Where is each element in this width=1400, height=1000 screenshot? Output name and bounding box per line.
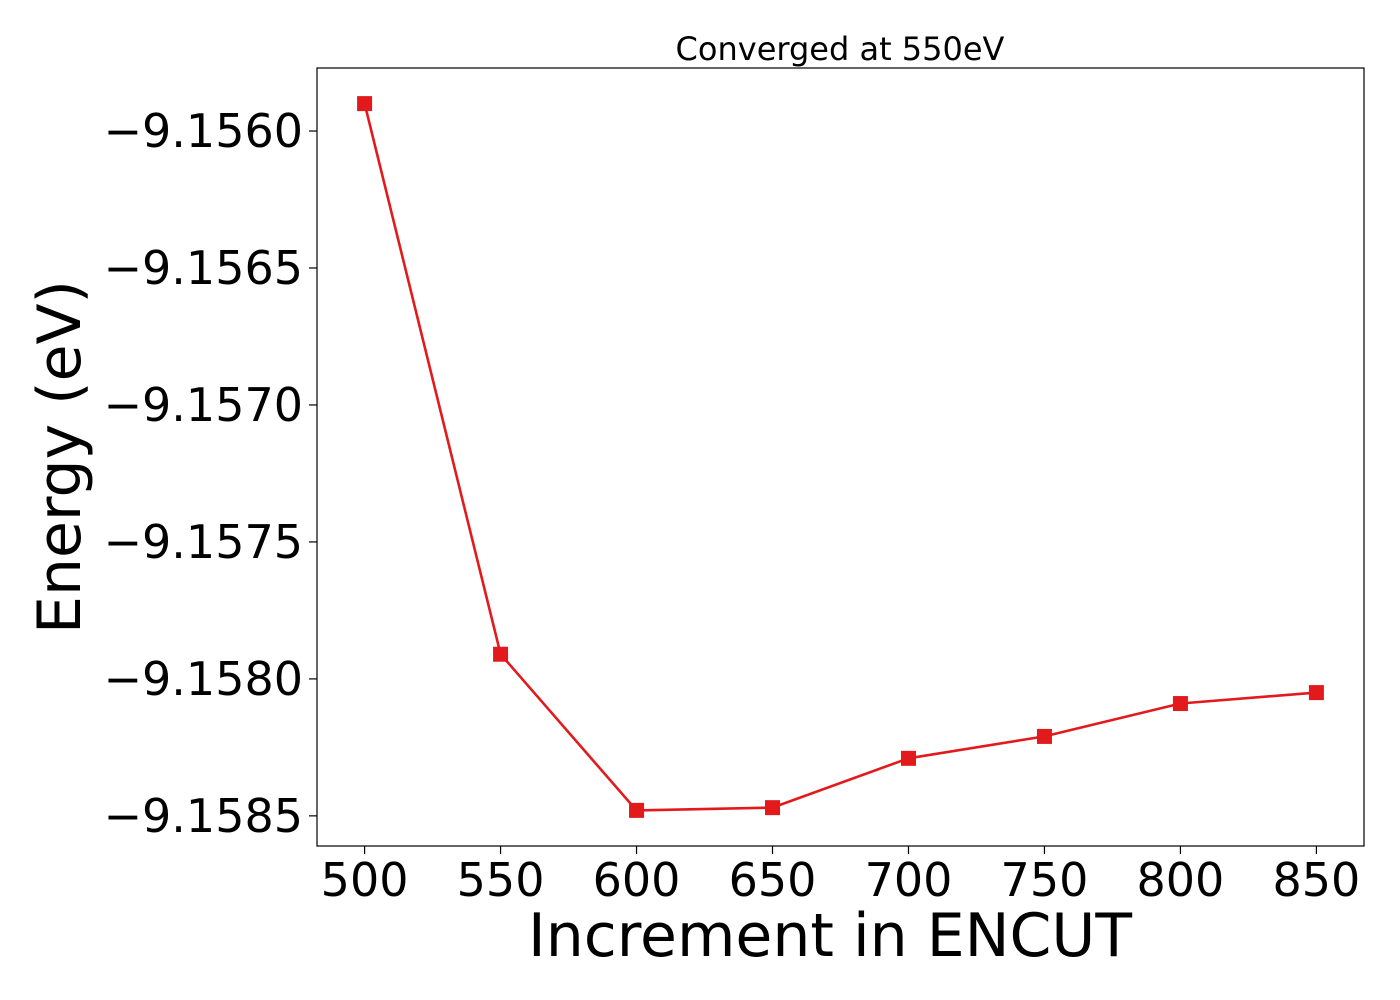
chart-title: Converged at 550eV: [676, 30, 1005, 68]
y-tick-label: −9.1560: [104, 104, 304, 158]
data-point-marker: [900, 750, 916, 766]
series-layer: [357, 96, 1324, 818]
x-tick-label: 550: [457, 853, 545, 907]
series-line: [363, 103, 1317, 812]
x-tick-label: 700: [865, 853, 953, 907]
data-point-marker: [1308, 685, 1324, 701]
y-tick-label: −9.1565: [104, 241, 304, 295]
y-tick-label: −9.1570: [104, 378, 304, 432]
x-axis-label: Increment in ENCUT: [528, 901, 1132, 971]
y-axis-label: Energy (eV): [25, 280, 95, 634]
plot-frame: [316, 67, 1365, 847]
y-tick-label: −9.1585: [104, 789, 304, 843]
y-tick-label: −9.1575: [104, 515, 304, 569]
x-tick-label: 500: [321, 853, 409, 907]
data-point-marker: [629, 802, 645, 818]
y-tick-label: −9.1580: [104, 652, 304, 706]
x-tick-label: 850: [1273, 853, 1361, 907]
data-point-marker: [493, 646, 509, 662]
x-tick-label: 600: [593, 853, 681, 907]
x-tick-label: 750: [1001, 853, 1089, 907]
x-tick-label: 800: [1137, 853, 1225, 907]
data-point-marker: [1036, 728, 1052, 744]
data-point-marker: [357, 96, 373, 112]
y-axis-ticks: −9.1560 −9.1565 −9.1570 −9.1575 −9.1580 −9.15…: [104, 104, 317, 843]
x-axis-ticks: 500 550 600 650 700 750 800 850: [321, 846, 1361, 907]
data-point-marker: [1172, 696, 1188, 712]
data-point-marker: [765, 800, 781, 816]
x-tick-label: 650: [729, 853, 817, 907]
plot-area: 500 550 600 650 700 750 800 850 −9.1560−9.1565−…: [104, 67, 1365, 907]
